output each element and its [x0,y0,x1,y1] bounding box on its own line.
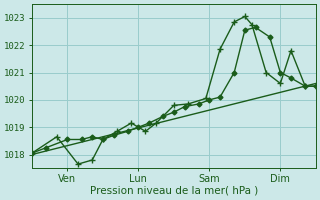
X-axis label: Pression niveau de la mer( hPa ): Pression niveau de la mer( hPa ) [90,186,258,196]
